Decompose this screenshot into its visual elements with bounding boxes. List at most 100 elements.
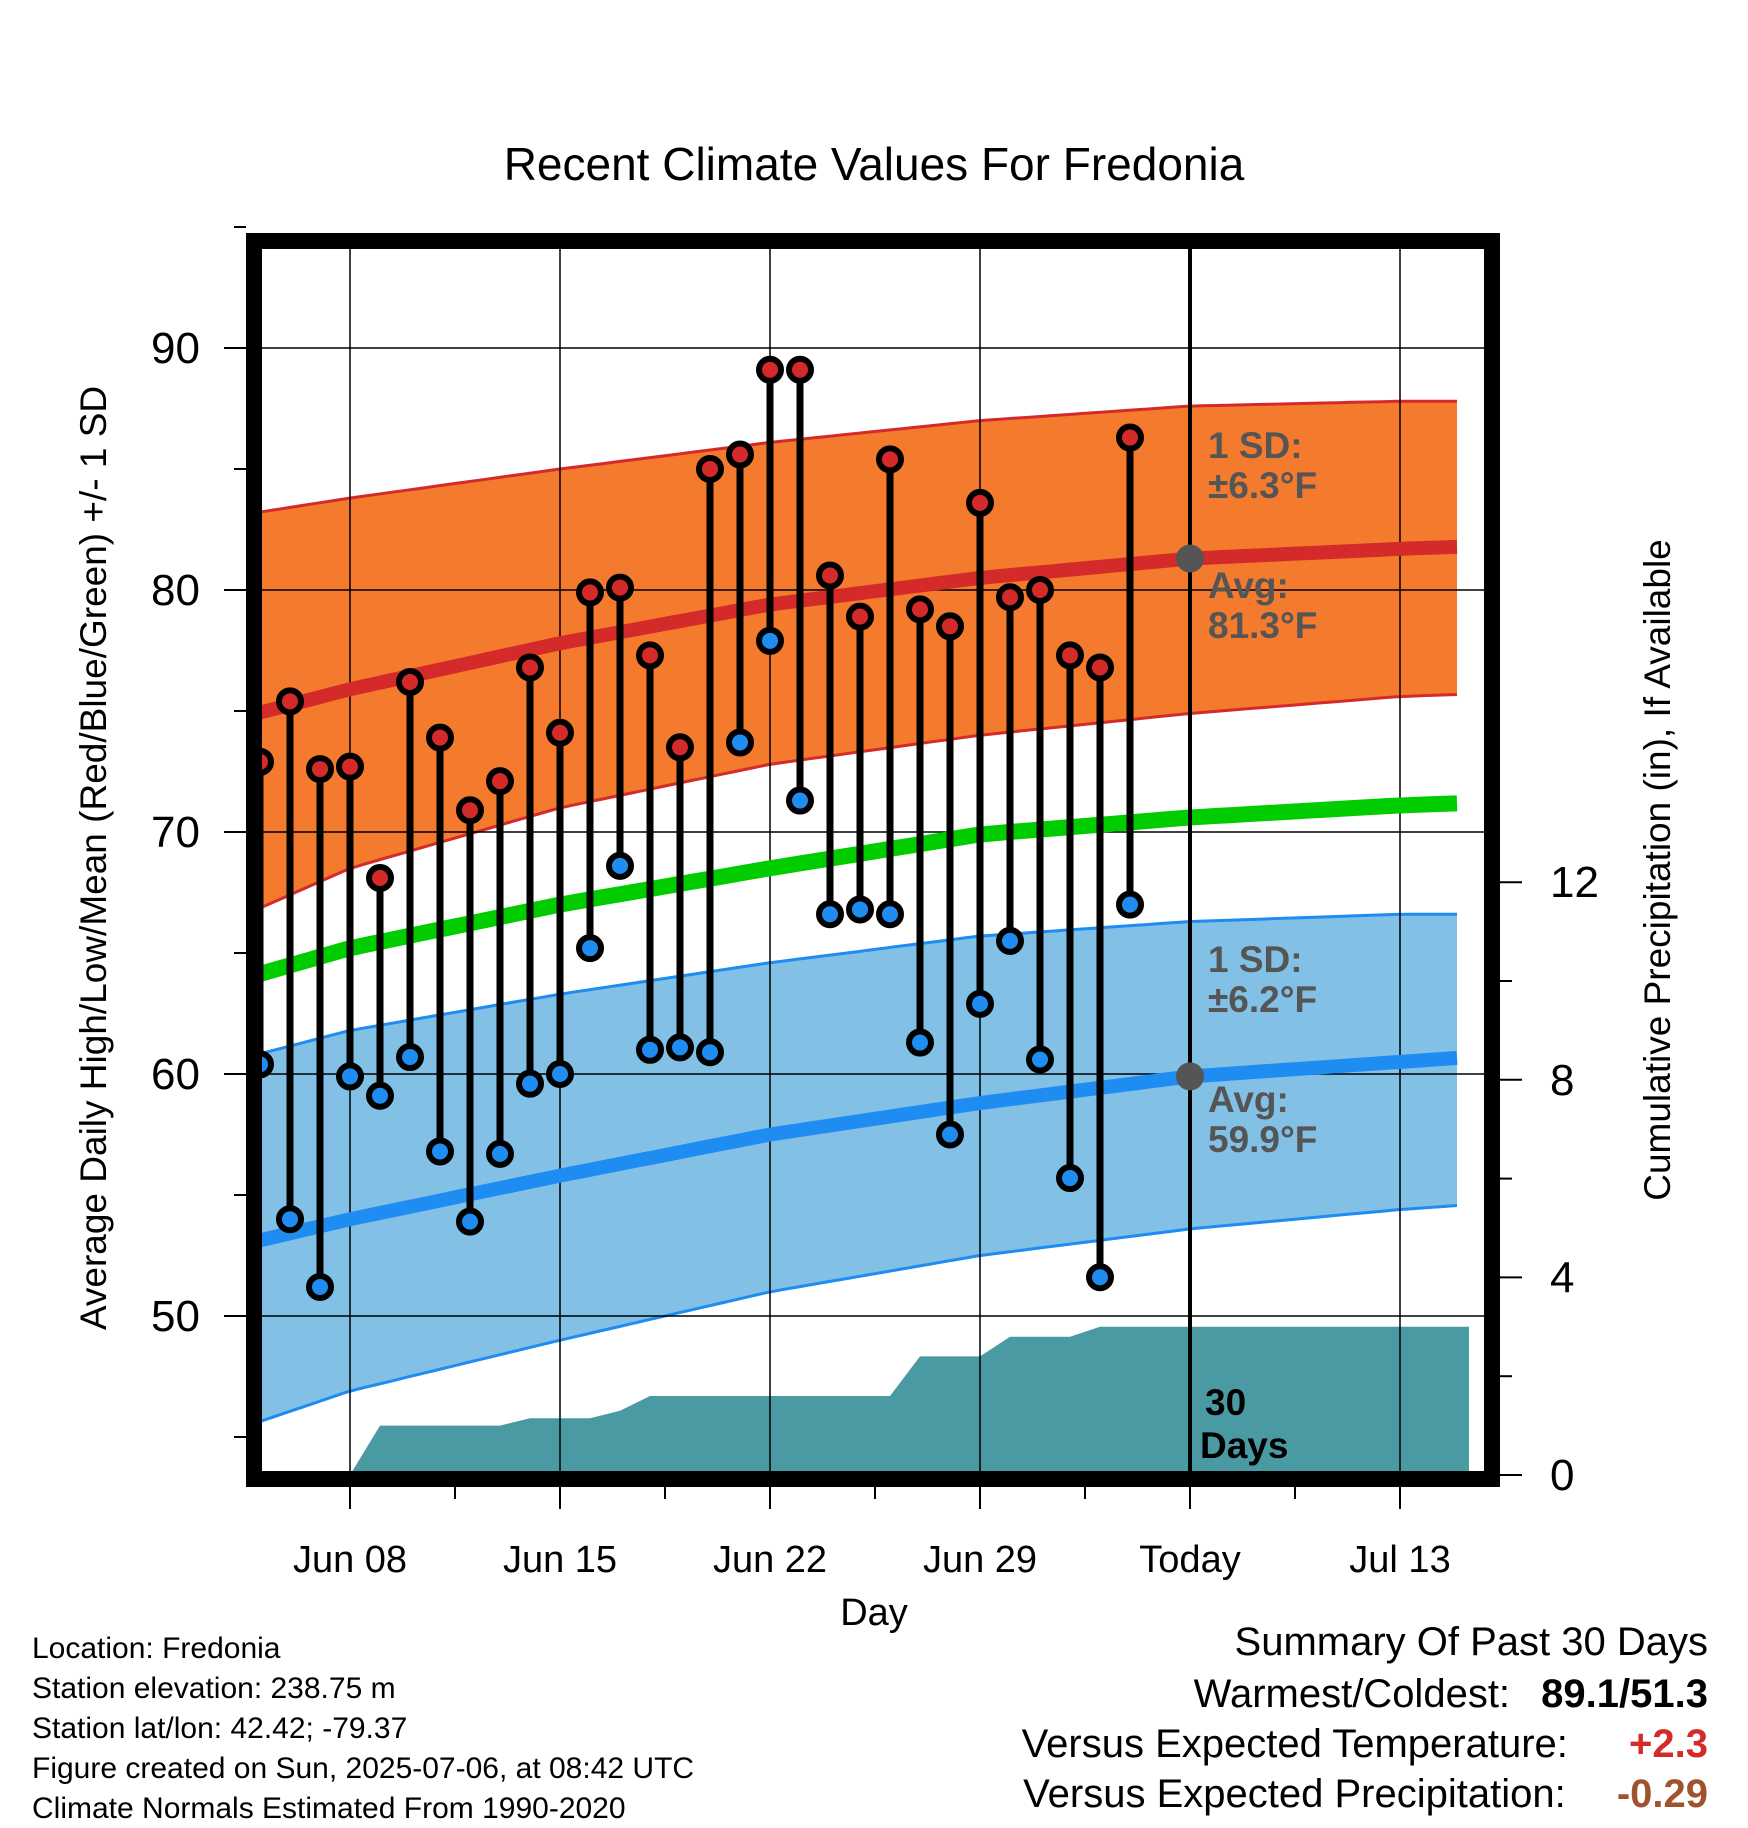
daily-high-point — [936, 612, 964, 641]
daily-low-point — [846, 895, 874, 924]
low-avg-value: 59.9°F — [1208, 1119, 1317, 1160]
daily-high-point — [726, 440, 754, 469]
daily-high-point — [996, 583, 1024, 612]
daily-high-point — [486, 767, 514, 796]
daily-low-point — [546, 1060, 574, 1088]
today-high-avg-marker — [1176, 544, 1204, 573]
summary-title: Summary Of Past 30 Days — [1234, 1620, 1708, 1664]
daily-low-point — [1116, 890, 1144, 919]
x-tick-label: Today — [1139, 1539, 1240, 1581]
daily-high-point — [456, 796, 484, 825]
today-low-avg-marker — [1176, 1062, 1204, 1091]
daily-high-point — [966, 488, 994, 517]
info-normals: Climate Normals Estimated From 1990-2020 — [32, 1792, 626, 1825]
daily-high-point — [576, 578, 604, 607]
summary-temp-label: Versus Expected Temperature: — [1021, 1722, 1568, 1766]
y-right-tick-label: 8 — [1550, 1056, 1574, 1105]
x-tick-label: Jun 29 — [923, 1539, 1037, 1581]
daily-high-point — [516, 653, 544, 682]
daily-low-point — [336, 1062, 364, 1091]
info-latlon: Station lat/lon: 42.42; -79.37 — [32, 1712, 408, 1745]
daily-high-point — [786, 355, 814, 384]
low-sd-upper-edge — [258, 912, 1457, 1056]
daily-low-point — [696, 1038, 724, 1067]
daily-high-point — [1086, 653, 1114, 682]
daily-low-point — [906, 1028, 934, 1057]
daily-low-point — [456, 1207, 484, 1236]
daily-high-point — [696, 455, 724, 483]
daily-low-point — [1056, 1164, 1084, 1193]
low-sd-lower-edge — [258, 1204, 1458, 1424]
daily-low-point — [306, 1272, 334, 1301]
chart-title: Recent Climate Values For Fredonia — [504, 138, 1245, 190]
days-label-text: Days — [1200, 1425, 1288, 1466]
daily-high-point — [636, 641, 664, 670]
y-right-tick-label: 0 — [1550, 1451, 1574, 1500]
daily-high-point — [396, 667, 424, 696]
daily-low-point — [276, 1205, 304, 1234]
daily-low-point — [636, 1035, 664, 1064]
daily-high-point — [366, 863, 394, 892]
daily-low-point — [966, 989, 994, 1018]
summary-precip-value: -0.29 — [1616, 1772, 1708, 1816]
y-left-tick-label: 50 — [151, 1292, 200, 1341]
daily-low-point — [756, 626, 784, 655]
x-tick-label: Jun 22 — [713, 1539, 827, 1581]
y-left-tick-label: 90 — [151, 324, 200, 373]
high-avg-label: Avg: — [1208, 565, 1289, 606]
high-sd-value: ±6.3°F — [1208, 465, 1317, 506]
precip-area — [260, 1326, 1469, 1475]
low-avg-label: Avg: — [1208, 1079, 1289, 1120]
info-location: Location: Fredonia — [32, 1632, 281, 1665]
info-elevation: Station elevation: 238.75 m — [32, 1672, 396, 1705]
summary-temp-value: +2.3 — [1629, 1722, 1708, 1766]
low-sd-label: 1 SD: — [1208, 939, 1303, 980]
summary-precip: Versus Expected Precipitation: -0.29 — [1023, 1772, 1708, 1817]
daily-high-point — [1026, 576, 1054, 604]
y-left-tick-label: 70 — [151, 808, 200, 857]
low-sd-value: ±6.2°F — [1208, 979, 1317, 1020]
daily-high-point — [306, 755, 334, 784]
daily-low-point — [516, 1069, 544, 1098]
daily-low-point — [486, 1139, 514, 1168]
y-left-tick-label: 80 — [151, 566, 200, 615]
high-sd-upper-edge — [258, 399, 1457, 514]
x-tick-label: Jun 08 — [293, 1539, 407, 1581]
summary-warm-cold-value: 89.1/51.3 — [1541, 1672, 1708, 1716]
daily-high-point — [666, 733, 694, 762]
y-right-tick-label: 12 — [1550, 858, 1599, 907]
summary-precip-label: Versus Expected Precipitation: — [1023, 1772, 1566, 1816]
high-sd-label: 1 SD: — [1208, 425, 1303, 466]
daily-low-point — [666, 1033, 694, 1062]
daily-low-point — [936, 1120, 964, 1149]
high-avg-line — [258, 539, 1458, 721]
info-created: Figure created on Sun, 2025-07-06, at 08… — [32, 1752, 695, 1785]
daily-low-point — [786, 786, 814, 815]
daily-high-point — [336, 752, 364, 781]
daily-low-point — [576, 934, 604, 963]
y-left-tick-label: 60 — [151, 1050, 200, 1099]
y-axis-label-left: Average Daily High/Low/Mean (Red/Blue/Gr… — [73, 386, 114, 1330]
daily-high-point — [1056, 641, 1084, 670]
daily-low-point — [606, 851, 634, 880]
daily-high-point — [1116, 423, 1144, 452]
daily-low-point — [816, 900, 844, 929]
daily-low-point — [1086, 1263, 1114, 1292]
y-axis-label-right: Cumulative Precipitation (in), If Availa… — [1637, 539, 1678, 1201]
daily-high-point — [816, 561, 844, 590]
daily-high-point — [276, 687, 304, 716]
low-avg-line — [258, 1050, 1458, 1248]
summary-temp: Versus Expected Temperature: +2.3 — [1022, 1722, 1708, 1767]
daily-low-point — [396, 1043, 424, 1072]
x-tick-label: Jul 13 — [1349, 1539, 1450, 1581]
x-axis-label: Day — [840, 1592, 908, 1634]
high-avg-value: 81.3°F — [1208, 605, 1317, 646]
daily-high-point — [756, 355, 784, 384]
y-right-tick-label: 4 — [1550, 1253, 1574, 1302]
daily-high-point — [846, 602, 874, 631]
daily-low-point — [426, 1137, 454, 1166]
daily-low-point — [996, 926, 1024, 955]
daily-high-point — [546, 718, 574, 747]
